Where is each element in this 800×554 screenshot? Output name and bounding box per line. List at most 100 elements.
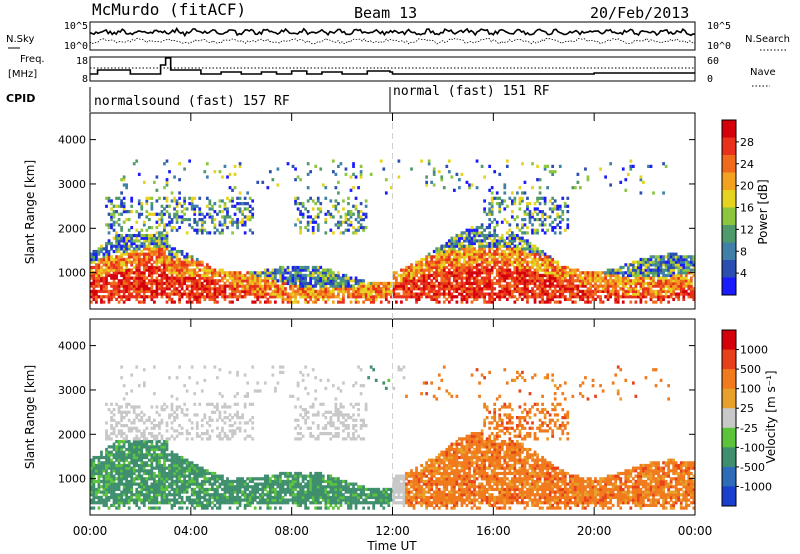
echo-cell — [150, 453, 154, 457]
echo-cell — [652, 295, 655, 299]
echo-cell — [125, 455, 129, 460]
echo-cell — [541, 210, 544, 214]
echo-cell — [473, 297, 476, 302]
echo-cell — [132, 447, 136, 452]
echo-cell — [155, 466, 159, 470]
echo-cell — [165, 471, 169, 476]
echo-cell — [188, 284, 192, 288]
echo-cell — [175, 215, 179, 219]
echo-cell — [541, 220, 544, 224]
echo-cell — [135, 455, 139, 460]
echo-cell — [460, 172, 464, 176]
echo-cell — [286, 268, 290, 272]
echo-cell — [379, 300, 383, 304]
echo-cell — [102, 455, 106, 460]
echo-cell — [500, 295, 504, 299]
echo-cell — [521, 265, 524, 270]
echo-cell — [95, 273, 98, 278]
echo-cell — [105, 252, 108, 256]
echo-cell — [543, 281, 547, 286]
echo-cell — [145, 482, 149, 486]
echo-cell — [205, 287, 209, 291]
echo-cell — [440, 292, 444, 296]
echo-cell — [251, 292, 255, 296]
echo-cell — [163, 260, 166, 264]
echo-cell — [326, 276, 330, 280]
echo-cell — [442, 265, 446, 270]
echo-cell — [110, 493, 113, 497]
echo-cell — [92, 498, 96, 502]
echo-cell — [493, 252, 497, 256]
echo-cell — [112, 289, 116, 294]
echo-cell — [135, 501, 139, 505]
echo-cell — [324, 271, 328, 275]
echo-cell — [319, 292, 323, 296]
echo-cell — [664, 164, 668, 168]
echo-cell — [281, 284, 285, 288]
echo-cell — [132, 276, 136, 280]
echo-cell — [112, 493, 116, 497]
echo-cell — [155, 501, 159, 505]
echo-cell — [130, 469, 134, 473]
echo-cell — [634, 289, 638, 294]
echo-cell — [311, 292, 315, 296]
echo-cell — [190, 199, 194, 203]
echo-cell — [483, 255, 486, 259]
nsearch-line — [89, 37, 696, 45]
echo-cell — [639, 297, 643, 302]
echo-cell — [510, 199, 514, 203]
echo-cell — [226, 225, 229, 230]
echo-cell — [677, 281, 681, 286]
echo-cell — [516, 297, 519, 302]
echo-cell — [153, 487, 156, 492]
echo-cell — [538, 273, 542, 278]
echo-cell — [120, 233, 123, 238]
echo-cell — [626, 273, 630, 278]
echo-cell — [513, 279, 517, 283]
echo-cell — [120, 490, 123, 494]
echo-cell — [354, 196, 358, 200]
echo-cell — [505, 257, 509, 262]
echo-cell — [296, 202, 300, 206]
echo-cell — [475, 239, 479, 243]
echo-cell — [203, 265, 207, 270]
echo-cell — [473, 289, 476, 294]
echo-cell — [326, 210, 330, 214]
echo-cell — [445, 273, 449, 278]
echo-cell — [594, 297, 597, 302]
echo-cell — [639, 287, 643, 291]
echo-cell — [173, 212, 176, 216]
echo-cell — [533, 289, 537, 294]
echo-cell — [122, 450, 126, 454]
echo-cell — [107, 260, 111, 264]
echo-cell — [332, 170, 335, 174]
echo-cell — [185, 260, 189, 264]
echo-cell — [463, 231, 466, 235]
echo-cell — [205, 162, 209, 166]
echo-cell — [425, 180, 428, 184]
echo-cell — [616, 284, 620, 288]
echo-cell — [551, 164, 555, 168]
echo-cell — [248, 284, 252, 288]
echo-cell — [145, 447, 149, 452]
echo-cell — [221, 292, 224, 296]
echo-cell — [611, 289, 615, 294]
echo-cell — [631, 164, 635, 168]
echo-cell — [548, 215, 552, 219]
echo-cell — [682, 260, 686, 264]
echo-cell — [246, 292, 250, 296]
echo-cell — [100, 463, 103, 468]
echo-cell — [97, 279, 101, 283]
colorbar-tick-label: 8 — [740, 245, 747, 258]
echo-cell — [326, 297, 330, 302]
echo-cell — [281, 273, 285, 278]
echo-cell — [631, 287, 635, 291]
echo-cell — [558, 265, 562, 270]
echo-cell — [485, 225, 489, 230]
echo-cell — [223, 164, 227, 168]
echo-cell — [684, 281, 688, 286]
echo-cell — [339, 223, 343, 227]
echo-cell — [135, 453, 139, 457]
echo-cell — [150, 279, 154, 283]
echo-cell — [405, 287, 408, 291]
